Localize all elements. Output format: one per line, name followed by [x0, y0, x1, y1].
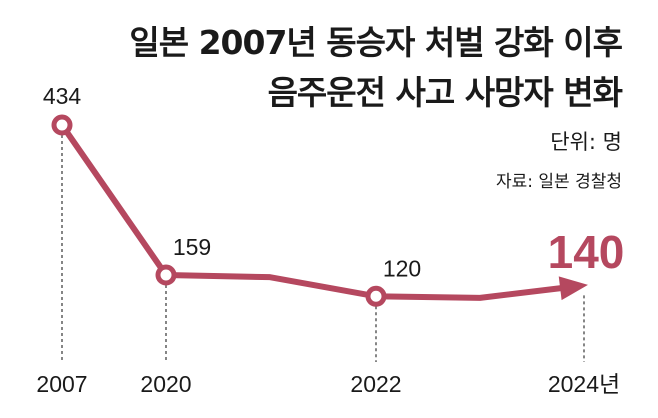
value-label-2022: 120: [383, 255, 421, 281]
value-label-highlight: 140: [548, 226, 625, 278]
arrow-head: [558, 276, 588, 301]
x-tick-label: 2020: [140, 371, 191, 397]
x-tick-label: 2024년: [548, 371, 620, 397]
chart-title-line-1: 일본 2007년 동승자 처벌 강화 이후: [129, 23, 623, 62]
point-marker-2020: [155, 264, 177, 286]
source-label: 자료: 일본 경찰청: [495, 172, 622, 192]
value-label-2007: 434: [43, 83, 82, 109]
chart-title-line-2: 음주운전 사고 사망자 변화: [267, 73, 623, 112]
value-label-2020: 159: [173, 234, 211, 260]
unit-label: 단위: 명: [550, 130, 622, 154]
x-tick-label: 2022: [350, 371, 401, 397]
x-tick-label: 2007: [36, 371, 87, 397]
point-marker-2022: [365, 285, 387, 307]
point-marker-2007: [51, 114, 73, 136]
series-line: [59, 122, 568, 301]
